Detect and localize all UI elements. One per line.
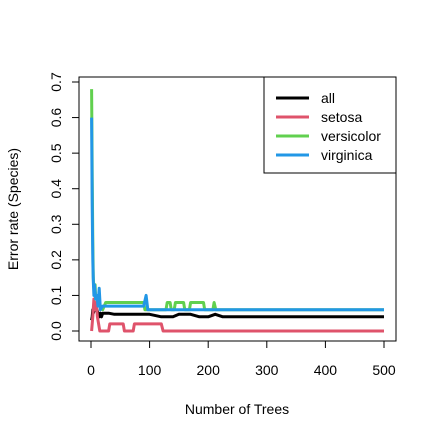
y-tick-label: 0.6 — [48, 108, 64, 128]
legend-label-setosa: setosa — [321, 109, 362, 125]
x-tick-label: 400 — [314, 362, 338, 378]
x-axis-label: Number of Trees — [185, 401, 289, 417]
series-layer — [90, 89, 384, 333]
x-tick-label: 200 — [197, 362, 221, 378]
y-tick-label: 0.5 — [48, 143, 64, 163]
x-tick-label: 300 — [255, 362, 279, 378]
y-tick-label: 0.4 — [48, 179, 64, 199]
legend-label-all: all — [321, 90, 335, 106]
x-axis: 0 100 200 300 400 500 — [87, 340, 396, 378]
y-axis-label: Error rate (Species) — [5, 148, 21, 270]
legend-label-versicolor: versicolor — [321, 128, 381, 144]
y-axis: 0.0 0.1 0.2 0.3 0.4 0.5 0.6 0.7 — [48, 72, 80, 341]
legend-box — [263, 76, 397, 174]
y-tick-label: 0.0 — [48, 321, 64, 341]
x-tick-label: 100 — [138, 362, 162, 378]
y-tick-label: 0.7 — [48, 72, 64, 92]
legend: all setosa versicolor virginica — [263, 76, 397, 174]
series-line-setosa — [90, 297, 384, 333]
x-tick-label: 0 — [87, 362, 95, 378]
y-tick-label: 0.3 — [48, 214, 64, 234]
series-line-virginica — [90, 117, 384, 312]
y-tick-label: 0.2 — [48, 250, 64, 270]
y-tick-label: 0.1 — [48, 285, 64, 305]
x-tick-label: 500 — [372, 362, 396, 378]
legend-label-virginica: virginica — [321, 147, 373, 163]
